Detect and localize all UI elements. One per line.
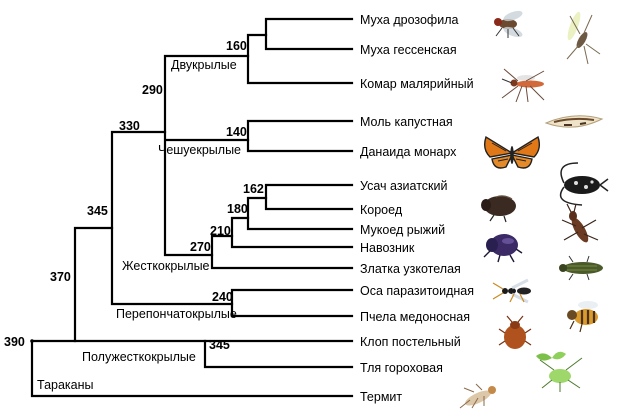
age-290: 290 [142, 83, 163, 97]
root-marker [30, 339, 34, 343]
branch-290 [163, 54, 250, 257]
branch-210 [230, 216, 354, 249]
branch-160-diptera [246, 33, 354, 85]
termite-icon [459, 383, 496, 409]
age-345: 345 [87, 204, 108, 218]
group-diptera: Двукрылые [171, 58, 237, 72]
longhorn-beetle-icon [559, 162, 609, 206]
branch-345-hemiptera [203, 339, 354, 369]
taxon-label: Мукоед рыжий [360, 223, 445, 237]
insect-pictures [459, 10, 609, 409]
branch-240-hymenoptera [230, 288, 354, 318]
node-ages: 390 370 345 345 330 290 160 140 270 210 … [4, 39, 264, 352]
taxon-label: Муха гессенская [360, 43, 457, 57]
hessian-fly-icon [566, 11, 601, 65]
bedbug-icon [498, 315, 532, 349]
moth-icon [544, 115, 604, 128]
age-160: 160 [226, 39, 247, 53]
mosquito-icon [501, 68, 545, 103]
group-blattodea: Тараканы [37, 378, 94, 392]
age-345-hemiptera: 345 [209, 338, 230, 352]
group-coleoptera: Жесткокрылые [122, 259, 210, 273]
group-hemiptera: Полужесткокрылые [82, 350, 196, 364]
branch-370 [73, 226, 207, 343]
taxon-labels: Муха дрозофила Муха гессенская Комар мал… [360, 13, 474, 404]
branch-330 [110, 130, 234, 306]
group-hymenoptera: Перепончатокрылые [116, 307, 237, 321]
fruit-fly-icon [494, 10, 523, 38]
taxon-label: Оса паразитоидная [360, 284, 474, 298]
flour-beetle-icon [561, 203, 599, 243]
age-270: 270 [190, 240, 211, 254]
branch-270-coleoptera [210, 234, 354, 270]
taxon-label: Златка узкотелая [360, 262, 461, 276]
taxon-label: Комар малярийный [360, 77, 474, 91]
taxon-label: Короед [360, 203, 403, 217]
branch-140-lepidoptera [246, 119, 354, 153]
group-labels: Двукрылые Чешуекрылые Жесткокрылые Переп… [37, 58, 241, 392]
jewel-beetle-icon [559, 255, 603, 281]
taxon-label: Моль капустная [360, 115, 453, 129]
branch-162 [264, 183, 354, 211]
taxon-label: Пчела медоносная [360, 310, 470, 324]
age-162: 162 [243, 182, 264, 196]
age-140: 140 [226, 125, 247, 139]
group-lepidoptera: Чешуекрылые [158, 143, 241, 157]
aphid-icon [536, 351, 583, 392]
bark-beetle-icon [481, 195, 516, 223]
monarch-butterfly-icon [483, 135, 541, 169]
dung-beetle-icon [483, 234, 523, 263]
age-180: 180 [227, 202, 248, 216]
taxon-label: Клоп постельный [360, 335, 461, 349]
age-210: 210 [210, 224, 231, 238]
branch-fly-pair [264, 17, 354, 51]
taxon-label: Усач азиатский [360, 179, 448, 193]
tree-branches [30, 17, 354, 398]
age-330: 330 [119, 119, 140, 133]
branch-180 [246, 196, 354, 231]
age-root: 390 [4, 335, 25, 349]
age-240: 240 [212, 290, 233, 304]
taxon-label: Муха дрозофила [360, 13, 458, 27]
branch-root [30, 339, 354, 398]
taxon-label: Навозник [360, 241, 415, 255]
age-370: 370 [50, 270, 71, 284]
taxon-label: Термит [360, 390, 402, 404]
taxon-label: Тля гороховая [360, 361, 443, 375]
honeybee-icon [567, 301, 598, 333]
parasitoid-wasp-icon [492, 278, 531, 304]
taxon-label: Данаида монарх [360, 145, 457, 159]
